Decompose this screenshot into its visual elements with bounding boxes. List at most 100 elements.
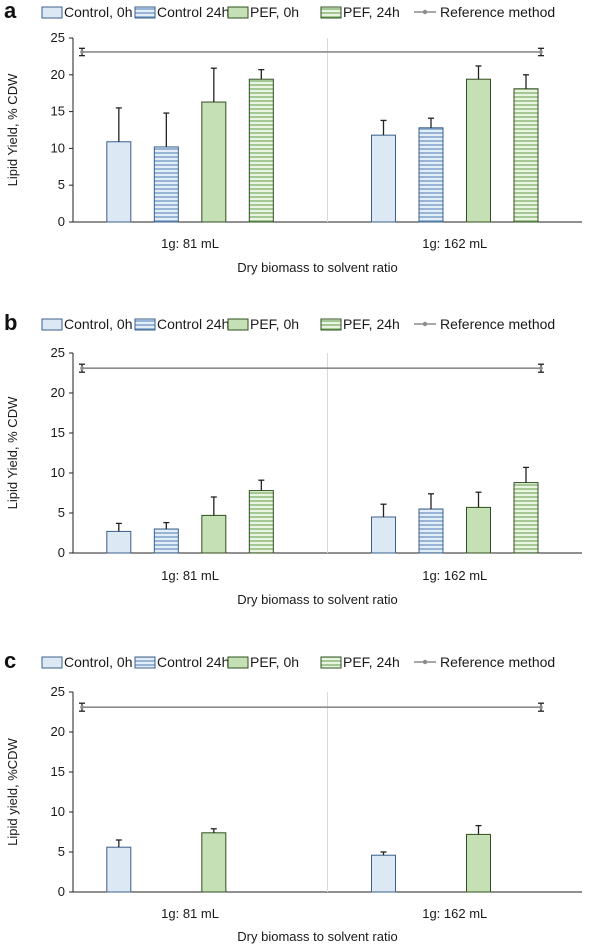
legend-swatch — [134, 318, 156, 331]
legend-swatch — [227, 656, 249, 669]
legend-reference-marker — [422, 321, 428, 327]
bar-a-0-3 — [248, 78, 274, 223]
y-tick-label: 0 — [58, 545, 65, 560]
legend-label: Control, 0h — [64, 4, 132, 20]
legend-label: PEF, 24h — [343, 4, 400, 20]
legend-reference-marker — [422, 9, 428, 15]
legend-label: PEF, 0h — [250, 4, 299, 20]
reference-marker — [539, 50, 543, 54]
reference-marker — [80, 705, 84, 709]
x-axis-title: Dry biomass to solvent ratio — [237, 592, 397, 607]
legend-reference-marker — [422, 659, 428, 665]
legend-item-0: Control, 0h — [41, 316, 132, 332]
legend-label: Control 24h — [157, 316, 229, 332]
y-axis-title: Lipid yield, %CDW — [5, 737, 20, 845]
legend-item-3: PEF, 24h — [320, 4, 400, 20]
legend: Control, 0h Control 24h PEF, 0h PEF, 24h Ref… — [41, 654, 555, 670]
y-tick-label: 20 — [51, 385, 65, 400]
legend-item-3: PEF, 24h — [320, 654, 400, 670]
legend-label: PEF, 0h — [250, 316, 299, 332]
bar-a-1-3 — [513, 88, 539, 223]
category-label: 1g: 162 mL — [422, 236, 487, 251]
legend-swatch — [134, 656, 156, 669]
y-tick-label: 25 — [51, 684, 65, 699]
legend-swatch — [227, 318, 249, 331]
x-axis-title: Dry biomass to solvent ratio — [237, 929, 397, 944]
bar-a-1-1 — [418, 127, 444, 223]
bar-c-0-2 — [201, 832, 227, 893]
panel-letter: a — [4, 0, 17, 23]
legend-swatch — [134, 6, 156, 19]
category-label: 1g: 162 mL — [422, 906, 487, 921]
legend-label: PEF, 24h — [343, 316, 400, 332]
reference-marker — [80, 366, 84, 371]
legend: Control, 0h Control 24h PEF, 0h PEF, 24h Ref… — [41, 316, 555, 332]
y-tick-label: 10 — [51, 804, 65, 819]
legend-item-reference: Reference method — [414, 4, 555, 20]
bar-c-0-0 — [106, 846, 132, 893]
y-axis-title: Lipid Yield, % CDW — [5, 73, 20, 186]
bar-b-0-3 — [248, 490, 274, 554]
legend-label: PEF, 0h — [250, 654, 299, 670]
y-tick-label: 5 — [58, 177, 65, 192]
bar-b-0-2 — [201, 514, 227, 554]
bar-a-1-2 — [466, 78, 491, 223]
bar-c-1-0 — [371, 854, 396, 893]
y-tick-label: 15 — [51, 104, 65, 119]
category-label: 1g: 81 mL — [161, 568, 219, 583]
y-tick-label: 5 — [58, 505, 65, 520]
y-tick-label: 10 — [51, 140, 65, 155]
category-label: 1g: 81 mL — [161, 906, 219, 921]
legend-swatch — [320, 6, 342, 19]
bar-b-1-3 — [513, 482, 539, 554]
legend-label: Control 24h — [157, 4, 229, 20]
legend-swatch — [41, 6, 63, 19]
legend-label: Reference method — [440, 654, 555, 670]
y-tick-label: 0 — [58, 884, 65, 899]
panel-letter: b — [4, 310, 17, 335]
legend-label: Control, 0h — [64, 316, 132, 332]
y-tick-label: 15 — [51, 425, 65, 440]
bar-b-0-1 — [153, 528, 179, 554]
category-label: 1g: 81 mL — [161, 236, 219, 251]
y-tick-label: 5 — [58, 844, 65, 859]
legend-item-0: Control, 0h — [41, 654, 132, 670]
panel-letter: c — [4, 648, 16, 673]
y-tick-label: 20 — [51, 67, 65, 82]
legend-item-1: Control 24h — [134, 654, 229, 670]
legend-label: Control 24h — [157, 654, 229, 670]
bar-b-0-0 — [106, 530, 132, 554]
legend-swatch — [41, 656, 63, 669]
bar-c-1-2 — [466, 833, 491, 893]
bar-a-0-0 — [106, 141, 132, 223]
legend-label: PEF, 24h — [343, 654, 400, 670]
legend-item-reference: Reference method — [414, 316, 555, 332]
legend-item-1: Control 24h — [134, 4, 229, 20]
y-tick-label: 10 — [51, 465, 65, 480]
legend-label: Reference method — [440, 4, 555, 20]
bar-b-1-2 — [466, 506, 491, 554]
legend-item-0: Control, 0h — [41, 4, 132, 20]
legend-item-2: PEF, 0h — [227, 4, 299, 20]
bar-a-0-1 — [153, 146, 179, 223]
reference-marker — [80, 50, 84, 54]
y-tick-label: 0 — [58, 214, 65, 229]
y-tick-label: 25 — [51, 345, 65, 360]
bar-b-1-1 — [418, 508, 444, 554]
legend-item-2: PEF, 0h — [227, 654, 299, 670]
chart-panel-a: a Control, 0h Control 24h PEF, 0h PEF, 24h Re… — [4, 0, 582, 275]
legend-swatch — [320, 318, 342, 331]
bar-a-0-2 — [201, 101, 227, 223]
bar-a-1-0 — [371, 134, 396, 223]
x-axis-title: Dry biomass to solvent ratio — [237, 260, 397, 275]
y-tick-label: 20 — [51, 724, 65, 739]
legend-swatch — [320, 656, 342, 669]
legend: Control, 0h Control 24h PEF, 0h PEF, 24h Ref… — [41, 4, 555, 20]
legend-swatch — [227, 6, 249, 19]
y-tick-label: 25 — [51, 30, 65, 45]
legend-item-3: PEF, 24h — [320, 316, 400, 332]
y-axis-title: Lipid Yield, % CDW — [5, 396, 20, 509]
category-label: 1g: 162 mL — [422, 568, 487, 583]
reference-marker — [539, 366, 543, 371]
